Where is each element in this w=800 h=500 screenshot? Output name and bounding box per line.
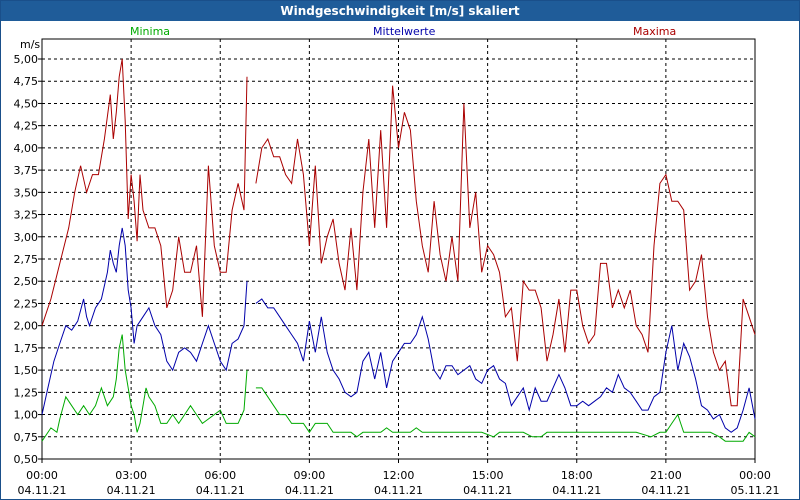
legend-mittelwerte: Mittelwerte	[373, 25, 436, 38]
y-tick-label: 4,50	[14, 97, 39, 110]
y-tick-label: 3,25	[14, 209, 39, 222]
series-line-minima	[41, 334, 756, 442]
x-tick-time: 15:00	[472, 469, 504, 482]
y-tick-label: 4,25	[14, 120, 39, 133]
y-tick-label: 5,00	[14, 53, 39, 66]
y-tick-label: 0,75	[14, 431, 39, 444]
y-tick-label: 1,25	[14, 386, 39, 399]
x-tick-date: 04.11.21	[196, 484, 245, 497]
x-tick-date: 04.11.21	[374, 484, 423, 497]
y-tick-label: 1,75	[14, 342, 39, 355]
x-tick-date: 04.11.21	[552, 484, 601, 497]
x-tick-date: 04.11.21	[285, 484, 334, 497]
y-tick-label: 1,00	[14, 409, 39, 422]
series-line-maxima	[41, 58, 756, 407]
x-tick-time: 06:00	[204, 469, 236, 482]
x-tick-time: 18:00	[561, 469, 593, 482]
y-tick-label: 2,25	[14, 297, 39, 310]
y-tick-label: 3,00	[14, 231, 39, 244]
chart-title: Windgeschwindigkeit [m/s] skaliert	[1, 1, 799, 21]
y-tick-label: 4,00	[14, 142, 39, 155]
y-tick-label: 1,50	[14, 364, 39, 377]
y-tick-label: 2,00	[14, 320, 39, 333]
x-tick-date: 04.11.21	[107, 484, 156, 497]
y-tick-label: 4,75	[14, 75, 39, 88]
y-tick-label: 3,50	[14, 186, 39, 199]
x-tick-time: 21:00	[650, 469, 682, 482]
x-tick-time: 03:00	[115, 469, 147, 482]
y-axis-unit-label: m/s	[20, 38, 40, 51]
x-tick-date: 05.11.21	[731, 484, 780, 497]
x-tick-date: 04.11.21	[641, 484, 690, 497]
y-tick-label: 2,75	[14, 253, 39, 266]
x-tick-date: 04.11.21	[463, 484, 512, 497]
x-tick-time: 12:00	[383, 469, 415, 482]
y-tick-label: 0,50	[14, 453, 39, 466]
x-tick-time: 00:00	[26, 469, 58, 482]
y-tick-label: 3,75	[14, 164, 39, 177]
legend-minima: Minima	[130, 25, 170, 38]
legend-maxima: Maxima	[633, 25, 676, 38]
x-tick-date: 04.11.21	[18, 484, 67, 497]
x-tick-time: 09:00	[294, 469, 326, 482]
series-line-mittelwerte	[41, 227, 756, 433]
x-tick-time: 00:00	[739, 469, 771, 482]
y-tick-label: 2,50	[14, 275, 39, 288]
